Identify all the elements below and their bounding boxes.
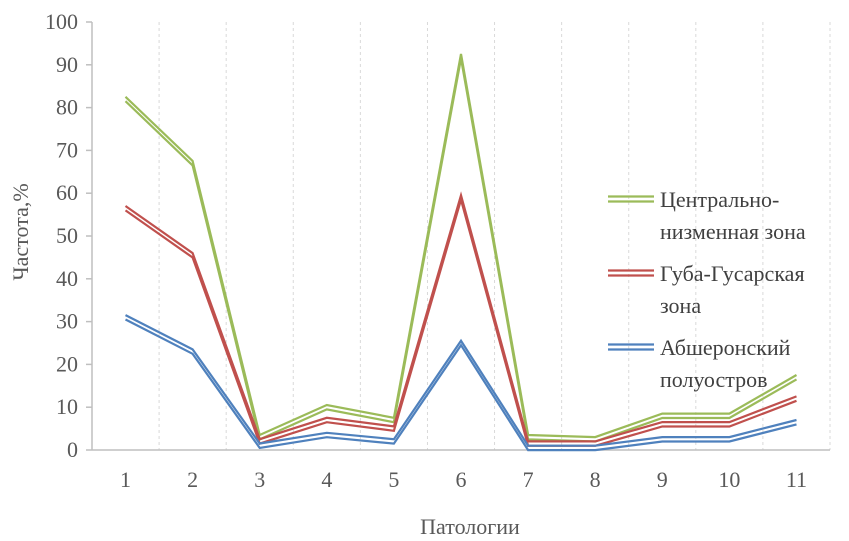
x-axis-title: Патологии xyxy=(420,514,520,539)
y-tick-label: 80 xyxy=(56,95,78,120)
y-axis-title: Частота,% xyxy=(8,183,33,280)
legend: Центрально-низменная зона Губа-Гусарская з… xyxy=(608,187,806,392)
y-tick-label: 20 xyxy=(56,351,78,376)
series-stroke-lower xyxy=(124,58,798,443)
x-tick-label: 6 xyxy=(456,467,467,492)
y-tick-label: 90 xyxy=(56,52,78,77)
x-tick-label: 5 xyxy=(388,467,399,492)
series-stroke-lower xyxy=(124,195,797,447)
x-tick-label: 3 xyxy=(254,467,265,492)
x-tick-label: 11 xyxy=(786,467,807,492)
axis-layer: 0 10 20 30 40 50 60 70 80 90 100 1 2 3 4 5 6 7 8 9 10 11 xyxy=(45,9,830,492)
y-tick-label: 70 xyxy=(56,137,78,162)
y-tick-label: 100 xyxy=(45,9,78,34)
legend-label: низменная зона xyxy=(660,219,806,244)
legend-label: Абшеронский xyxy=(660,335,791,360)
series-layer xyxy=(124,53,798,452)
x-tick-label: 9 xyxy=(657,467,668,492)
legend-label: Центрально- xyxy=(660,187,779,212)
legend-label: зона xyxy=(660,293,701,318)
legend-item: Губа-Гусарская зона xyxy=(608,261,805,318)
y-tick-label: 40 xyxy=(56,266,78,291)
series-stroke-upper xyxy=(124,314,797,447)
y-tick-label: 50 xyxy=(56,223,78,248)
x-tick-label: 4 xyxy=(321,467,332,492)
legend-label: Губа-Гусарская xyxy=(660,261,805,286)
y-tick-label: 60 xyxy=(56,180,78,205)
grid-layer xyxy=(91,22,831,450)
legend-item: Абшеронский полуостров xyxy=(608,335,791,392)
y-tick-label: 30 xyxy=(56,309,78,334)
x-tick-label: 7 xyxy=(523,467,534,492)
legend-label: полуостров xyxy=(660,367,768,392)
x-tick-label: 1 xyxy=(120,467,131,492)
series-stroke-lower xyxy=(124,318,797,452)
x-tick-label: 2 xyxy=(187,467,198,492)
y-tick-label: 10 xyxy=(56,394,78,419)
y-tick-label: 0 xyxy=(67,437,78,462)
x-tick-label: 10 xyxy=(718,467,740,492)
series-stroke-upper xyxy=(124,191,797,443)
series-line xyxy=(124,314,797,452)
series-line xyxy=(124,191,797,447)
legend-item: Центрально-низменная зона xyxy=(608,187,806,244)
x-tick-label: 8 xyxy=(590,467,601,492)
